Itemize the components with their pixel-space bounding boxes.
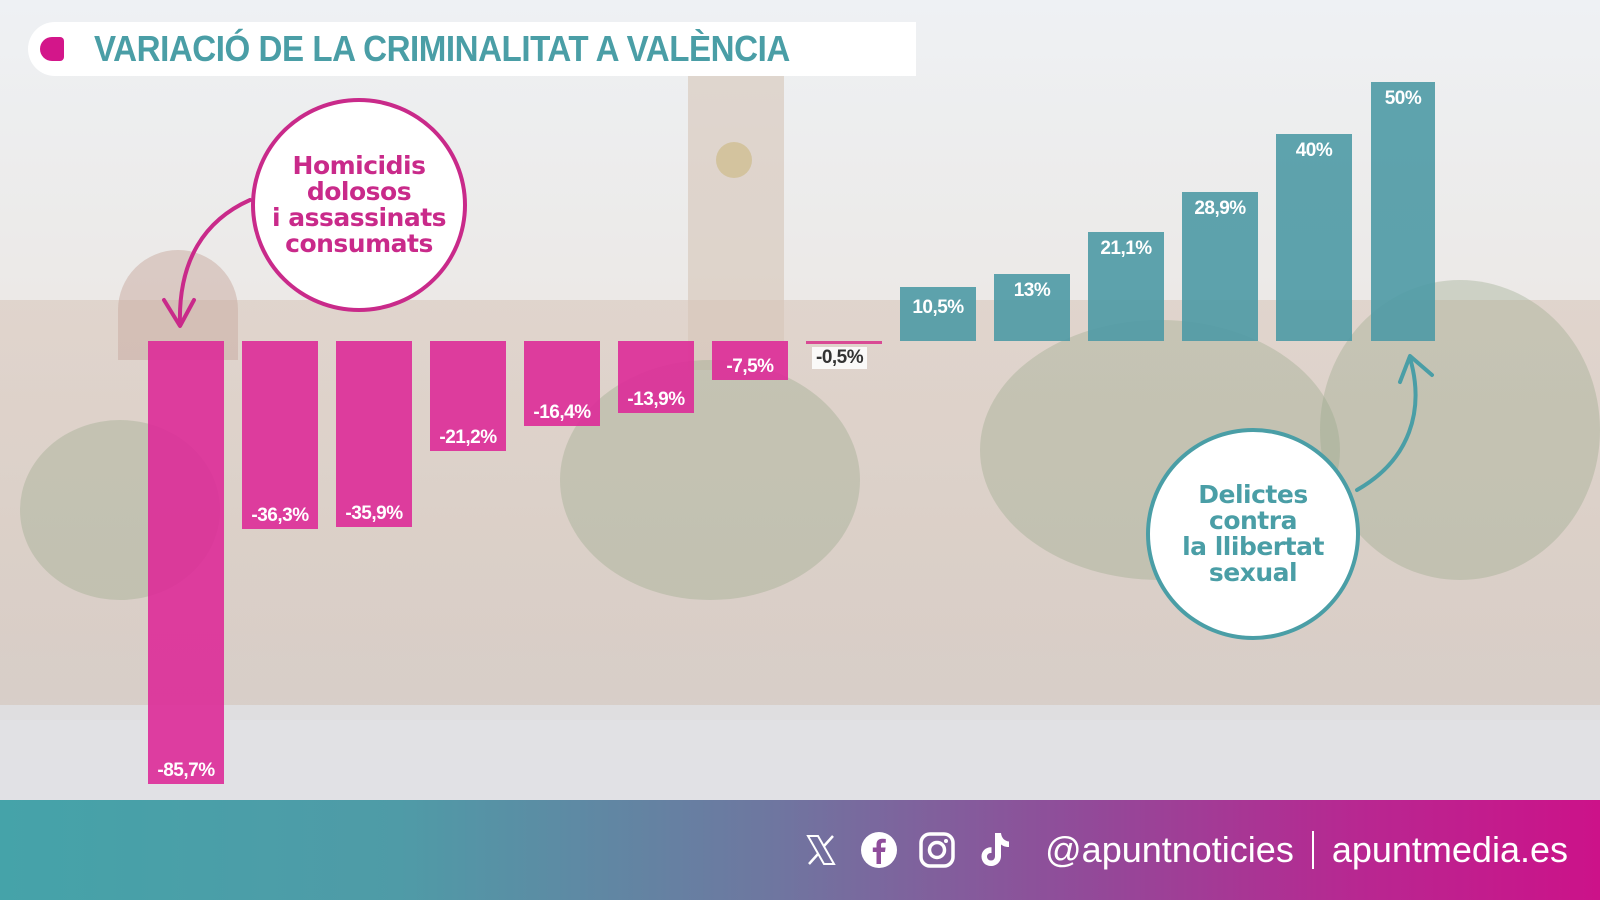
bar-value-label: -0,5%: [812, 347, 868, 369]
bar-sexual-crimes: 50%: [1371, 82, 1435, 341]
bar-value-label: -85,7%: [157, 760, 215, 781]
bar: -36,3%: [242, 341, 318, 529]
bar: 28,9%: [1182, 192, 1258, 341]
bar-value-label: 21,1%: [1100, 238, 1152, 259]
facebook-icon[interactable]: [859, 830, 899, 870]
clock-face: [716, 142, 752, 178]
bar-chart: -85,7% -36,3% -35,9% -21,2% -16,4% -13,9…: [148, 82, 1435, 784]
bar: -21,2%: [430, 341, 506, 451]
tree: [560, 360, 860, 600]
title-marker: [40, 37, 64, 61]
bar: -0,5%: [806, 341, 882, 369]
bar-value-label: -16,4%: [533, 402, 591, 423]
bar-value-label: -35,9%: [345, 503, 403, 524]
bar: -35,9%: [336, 341, 412, 527]
bar-value-label: 13%: [1013, 280, 1051, 301]
bar-value-label: -36,3%: [251, 505, 309, 526]
footer-bar: @apuntnoticies apuntmedia.es: [0, 800, 1600, 900]
website-link[interactable]: apuntmedia.es: [1331, 829, 1568, 870]
callout-homicides: Homicidis dolosos i assassinats consumat…: [251, 98, 467, 312]
bar-value-label: 28,9%: [1194, 198, 1246, 219]
callout-sexual-text: Delictes contra la llibertat sexual: [1182, 480, 1324, 587]
bar: 21,1%: [1088, 232, 1164, 341]
title-banner: VARIACIÓ DE LA CRIMINALITAT A VALÈNCIA: [28, 22, 916, 76]
bar-value-label: 40%: [1295, 140, 1333, 161]
chart-title: VARIACIÓ DE LA CRIMINALITAT A VALÈNCIA: [94, 28, 790, 69]
callout-homicides-text: Homicidis dolosos i assassinats consumat…: [271, 151, 447, 258]
clock-tower: [688, 70, 784, 370]
bar-homicides: -85,7%: [148, 341, 224, 784]
plaza-ground: [0, 705, 1600, 805]
bar: -7,5%: [712, 341, 788, 380]
instagram-icon[interactable]: [917, 830, 957, 870]
tiktok-icon[interactable]: [975, 830, 1015, 870]
bar-value-label: -7,5%: [726, 356, 774, 377]
footer-separator: [1311, 831, 1314, 869]
x-icon[interactable]: [801, 830, 841, 870]
bar: -16,4%: [524, 341, 600, 426]
bar-value-label: -21,2%: [439, 427, 497, 448]
bar: -13,9%: [618, 341, 694, 413]
bar-value-label: 50%: [1384, 88, 1422, 109]
callout-sexual-crimes: Delictes contra la llibertat sexual: [1146, 428, 1360, 640]
social-handle-link[interactable]: @apuntnoticies: [1045, 829, 1294, 870]
bar: 13%: [994, 274, 1070, 341]
bar-value-label: 10,5%: [912, 297, 964, 318]
bar: 40%: [1276, 134, 1352, 341]
bar: 10,5%: [900, 287, 976, 341]
bar-value-label: -13,9%: [627, 389, 685, 410]
